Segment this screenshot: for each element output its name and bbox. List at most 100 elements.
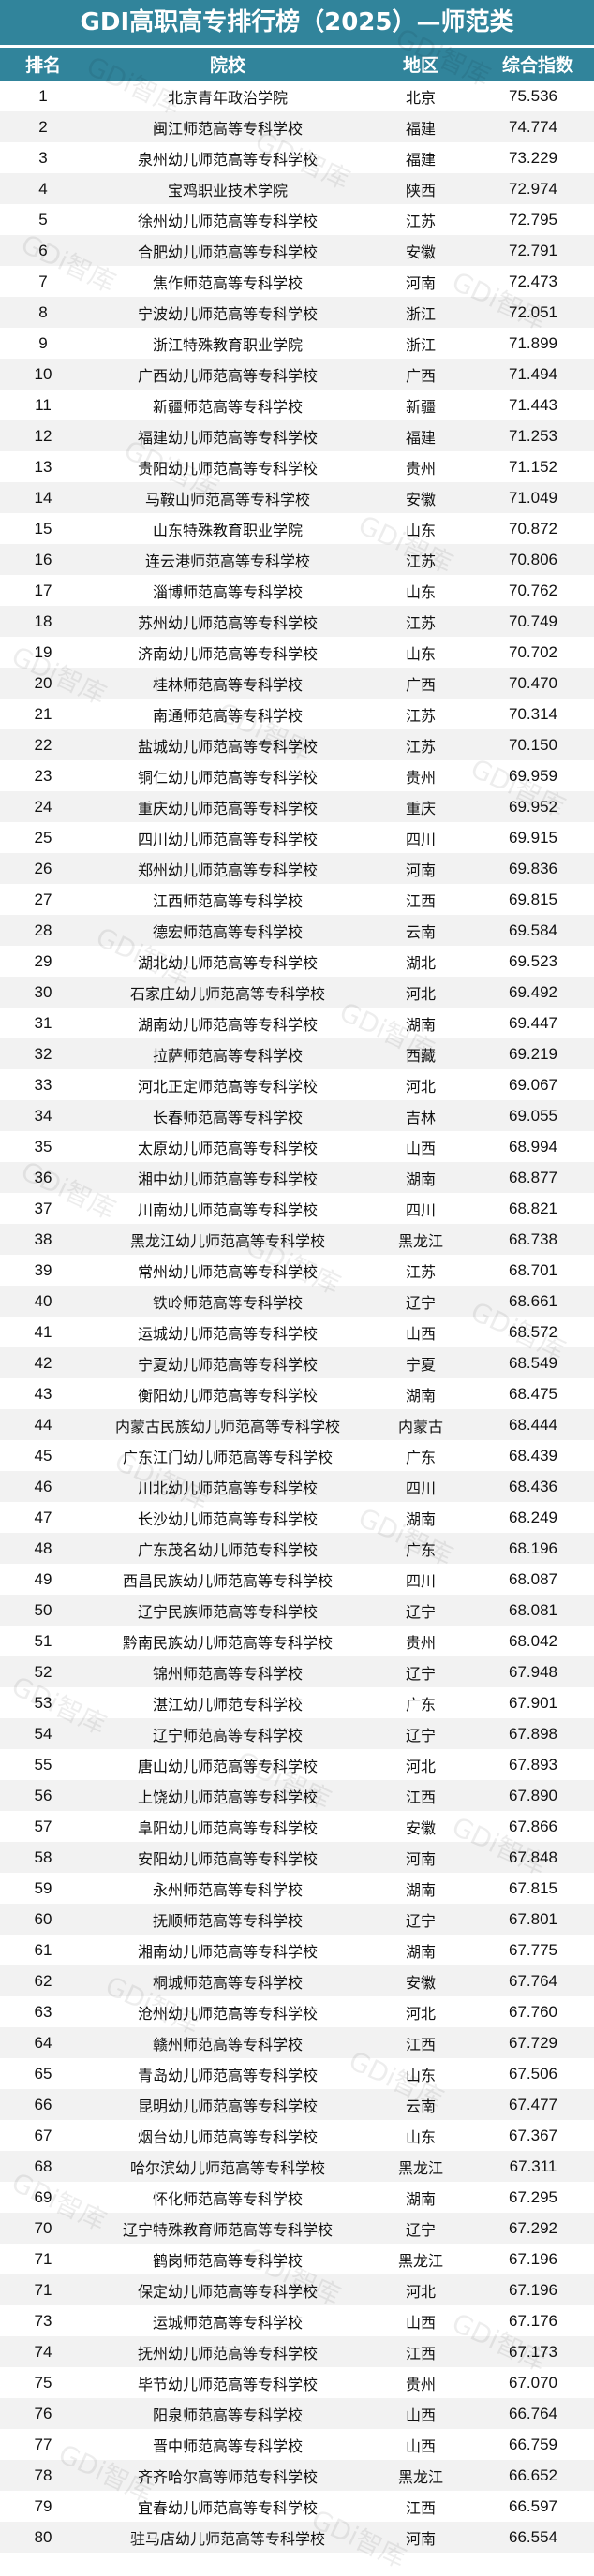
table-row: 22 盐城幼儿师范高等专科学校 江苏 70.150 [0, 729, 594, 760]
rank-cell: 20 [34, 673, 52, 692]
region-cell: 内蒙古 [397, 1417, 443, 1435]
rank-cell: 28 [34, 920, 52, 939]
region-cell: 湖南 [405, 1015, 436, 1034]
school-cell: 湛江幼儿师范专科学校 [152, 1695, 303, 1714]
school-cell: 太原幼儿师范高等专科学校 [137, 1139, 318, 1157]
region-cell: 四川 [405, 830, 436, 848]
school-cell: 辽宁师范高等专科学校 [152, 1726, 303, 1744]
rank-cell: 24 [34, 797, 52, 816]
score-cell: 70.762 [509, 581, 557, 599]
score-cell: 72.795 [509, 210, 557, 228]
table-row: 48 广东茂名幼儿师范专科学校 广东 68.196 [0, 1533, 594, 1564]
region-cell: 四川 [405, 1479, 436, 1497]
score-cell: 72.051 [509, 302, 557, 321]
region-cell: 广西 [405, 675, 436, 694]
region-cell: 辽宁 [405, 1664, 436, 1683]
rank-cell: 79 [34, 2496, 52, 2515]
school-cell: 广东茂名幼儿师范专科学校 [137, 1540, 318, 1559]
rank-cell: 77 [34, 2435, 52, 2453]
score-cell: 68.701 [509, 1260, 557, 1279]
score-cell: 74.774 [509, 117, 557, 136]
score-cell: 67.866 [509, 1817, 557, 1835]
rank-cell: 31 [34, 1013, 52, 1032]
region-cell: 湖南 [405, 2189, 436, 2208]
table-row: 60 抚顺师范高等专科学校 辽宁 67.801 [0, 1904, 594, 1935]
column-header-region: 地区 [402, 55, 438, 76]
region-cell: 湖南 [405, 1170, 436, 1188]
school-cell: 河北正定师范高等专科学校 [137, 1077, 318, 1096]
rank-cell: 27 [34, 890, 52, 908]
score-cell: 67.292 [509, 2218, 557, 2237]
school-cell: 阳泉师范高等专科学校 [152, 2406, 303, 2424]
region-cell: 山西 [405, 1139, 436, 1157]
score-cell: 69.067 [509, 1075, 557, 1094]
score-cell: 69.952 [509, 797, 557, 816]
region-cell: 江西 [405, 2035, 436, 2053]
school-cell: 连云港师范高等专科学校 [144, 552, 310, 570]
score-cell: 70.150 [509, 735, 557, 754]
score-cell: 68.572 [509, 1322, 557, 1341]
score-cell: 71.899 [509, 333, 557, 352]
rank-cell: 25 [34, 828, 52, 846]
score-cell: 71.443 [509, 395, 557, 414]
score-cell: 67.506 [509, 2064, 557, 2083]
score-cell: 71.152 [509, 457, 557, 476]
score-cell: 69.836 [509, 859, 557, 877]
school-cell: 齐齐哈尔高等师范专科学校 [137, 2467, 318, 2486]
school-cell: 马鞍山师范高等专科学校 [144, 490, 310, 508]
rank-cell: 64 [34, 2033, 52, 2052]
score-cell: 66.597 [509, 2496, 557, 2515]
school-cell: 桐城师范高等专科学校 [152, 1973, 303, 1992]
school-cell: 辽宁特殊教育师范高等专科学校 [122, 2220, 333, 2239]
rank-cell: 75 [34, 2373, 52, 2392]
school-cell: 广东江门幼儿师范高等专科学校 [122, 1448, 333, 1466]
rank-cell: 66 [34, 2095, 52, 2113]
table-row: 38 黑龙江幼儿师范高等专科学校 黑龙江 68.738 [0, 1224, 594, 1255]
rank-cell: 22 [34, 735, 52, 754]
rank-cell: 61 [34, 1940, 52, 1959]
rank-cell: 43 [34, 1384, 52, 1403]
score-cell: 69.492 [509, 982, 557, 1001]
school-cell: 安阳幼儿师范高等专科学校 [137, 1849, 318, 1868]
school-cell: 抚顺师范高等专科学校 [152, 1911, 303, 1930]
school-cell: 长春师范高等专科学校 [152, 1108, 303, 1126]
table-row: 56 上饶幼儿师范高等专科学校 江西 67.890 [0, 1780, 594, 1811]
table-row: 73 运城师范高等专科学校 山西 67.176 [0, 2305, 594, 2336]
table-row: 10 广西幼儿师范高等专科学校 广西 71.494 [0, 359, 594, 390]
table-row: 2 闽江师范高等专科学校 福建 74.774 [0, 111, 594, 142]
score-cell: 69.959 [509, 766, 557, 785]
school-cell: 泉州幼儿师范高等专科学校 [137, 150, 318, 169]
school-cell: 沧州幼儿师范高等专科学校 [137, 2004, 318, 2023]
score-cell: 67.070 [509, 2373, 557, 2392]
score-cell: 67.176 [509, 2311, 557, 2330]
score-cell: 71.494 [509, 364, 557, 383]
table-row: 69 怀化师范高等专科学校 湖南 67.295 [0, 2182, 594, 2213]
score-cell: 68.549 [509, 1353, 557, 1372]
school-cell: 锦州师范高等专科学校 [152, 1664, 303, 1683]
table-row: 43 衡阳幼儿师范高等专科学校 湖南 68.475 [0, 1378, 594, 1409]
rank-cell: 15 [34, 519, 52, 537]
score-cell: 68.821 [509, 1199, 557, 1217]
school-cell: 阜阳幼儿师范高等专科学校 [137, 1818, 318, 1837]
score-cell: 70.314 [509, 704, 557, 723]
score-cell: 68.444 [509, 1415, 557, 1434]
school-cell: 重庆幼儿师范高等专科学校 [137, 799, 318, 817]
table-row: 20 桂林师范高等专科学校 广西 70.470 [0, 668, 594, 699]
column-header-rank: 排名 [24, 55, 61, 76]
region-cell: 四川 [405, 1571, 436, 1590]
rank-cell: 30 [34, 982, 52, 1001]
region-cell: 安徽 [405, 243, 436, 261]
table-row: 21 南通师范高等专科学校 江苏 70.314 [0, 699, 594, 729]
school-cell: 鹤岗师范高等专科学校 [152, 2251, 303, 2270]
table-row: 51 黔南民族幼儿师范高等专科学校 贵州 68.042 [0, 1626, 594, 1656]
school-cell: 晋中师范高等专科学校 [152, 2436, 303, 2455]
table-row: 78 齐齐哈尔高等师范专科学校 黑龙江 66.652 [0, 2460, 594, 2491]
school-cell: 济南幼儿师范高等专科学校 [137, 644, 318, 663]
score-cell: 68.877 [509, 1168, 557, 1186]
rank-cell: 73 [34, 2311, 52, 2330]
region-cell: 山西 [405, 2313, 436, 2332]
school-cell: 苏州幼儿师范高等专科学校 [137, 613, 318, 632]
school-cell: 永州师范高等专科学校 [152, 1880, 303, 1899]
school-cell: 赣州师范高等专科学校 [152, 2035, 303, 2053]
region-cell: 河北 [405, 2004, 436, 2023]
